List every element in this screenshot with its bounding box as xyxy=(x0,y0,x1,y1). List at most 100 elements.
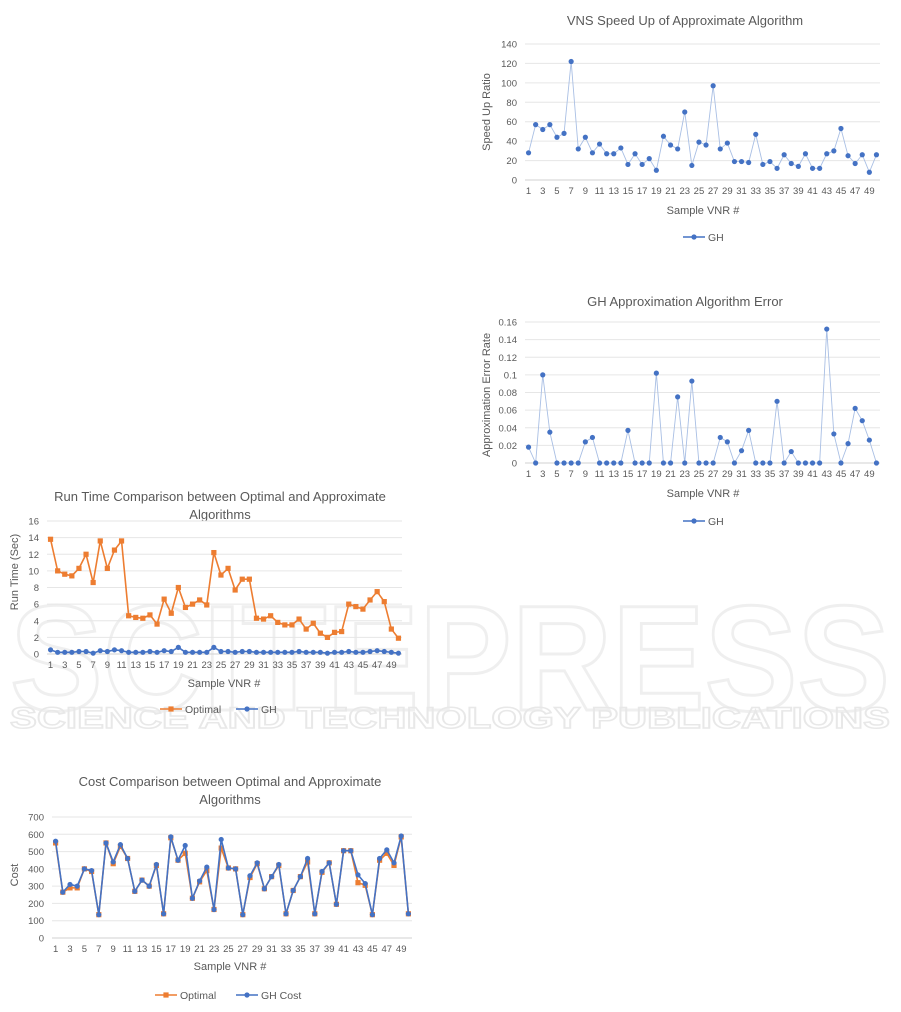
data-point xyxy=(618,145,624,151)
data-point xyxy=(767,460,773,466)
data-point xyxy=(246,576,252,582)
x-tick-label: 45 xyxy=(836,469,847,480)
data-point xyxy=(788,448,794,455)
data-point xyxy=(90,579,96,586)
x-tick-label: 3 xyxy=(67,944,72,955)
data-point xyxy=(795,163,801,169)
data-point xyxy=(197,878,203,884)
x-tick-label: 23 xyxy=(201,660,212,671)
data-point xyxy=(374,589,380,595)
data-point xyxy=(696,139,702,145)
data-point xyxy=(852,160,858,167)
x-tick-label: 7 xyxy=(96,944,101,955)
x-tick-label: 19 xyxy=(651,186,662,197)
data-point xyxy=(83,648,89,655)
data-point xyxy=(81,866,87,872)
x-tick-label: 9 xyxy=(583,469,588,480)
data-point xyxy=(341,848,347,854)
data-point xyxy=(398,833,404,839)
data-point xyxy=(554,460,560,466)
y-tick-label: 16 xyxy=(28,517,39,528)
y-tick-label: 0.12 xyxy=(499,353,518,364)
series-gh xyxy=(47,644,402,656)
data-point xyxy=(140,649,146,655)
data-point xyxy=(103,840,109,846)
x-tick-label: 19 xyxy=(180,944,191,955)
x-tick-label: 33 xyxy=(750,469,761,480)
x-axis-label: Sample VNR # xyxy=(667,488,741,500)
data-point xyxy=(303,649,309,655)
data-point xyxy=(211,644,217,650)
x-tick-label: 5 xyxy=(82,944,87,955)
data-point xyxy=(96,912,102,918)
data-point xyxy=(377,855,383,862)
legend-item: GH xyxy=(236,704,277,716)
data-point xyxy=(339,628,345,635)
data-point xyxy=(646,460,652,466)
data-point xyxy=(326,860,332,866)
data-point xyxy=(289,622,295,628)
data-point xyxy=(802,460,809,466)
legend-marker xyxy=(691,518,697,524)
data-point xyxy=(554,134,560,140)
data-point xyxy=(253,649,260,655)
data-point xyxy=(225,648,231,655)
y-tick-label: 0 xyxy=(34,650,39,661)
data-point xyxy=(388,649,394,655)
y-tick-label: 200 xyxy=(28,899,44,910)
data-point xyxy=(866,437,872,443)
data-point xyxy=(384,847,390,853)
x-tick-label: 1 xyxy=(526,469,531,480)
x-tick-label: 11 xyxy=(117,660,127,671)
x-tick-label: 27 xyxy=(708,186,719,197)
y-tick-label: 0.06 xyxy=(499,406,518,417)
data-point xyxy=(852,405,858,411)
data-point xyxy=(618,460,624,466)
chart-title: VNS Speed Up of Approximate Algorithm xyxy=(567,13,803,28)
x-tick-label: 45 xyxy=(358,660,369,671)
data-point xyxy=(675,146,681,152)
data-point xyxy=(525,444,532,450)
data-point xyxy=(384,850,390,856)
data-point xyxy=(204,602,210,608)
data-point xyxy=(312,911,318,917)
x-tick-label: 29 xyxy=(722,186,733,197)
x-tick-label: 21 xyxy=(665,186,676,197)
chart-title-line1: Cost Comparison between Optimal and Appr… xyxy=(79,774,382,789)
data-point xyxy=(225,865,231,871)
data-point xyxy=(360,649,366,655)
data-point xyxy=(47,647,54,653)
data-point xyxy=(604,460,610,466)
data-point xyxy=(253,615,260,621)
x-tick-label: 25 xyxy=(694,469,705,480)
data-point xyxy=(774,398,780,404)
x-tick-label: 1 xyxy=(53,944,58,955)
data-point xyxy=(859,152,865,158)
data-point xyxy=(689,378,695,384)
data-point xyxy=(317,630,323,636)
data-point xyxy=(333,901,339,907)
x-tick-label: 3 xyxy=(540,469,545,480)
data-point xyxy=(225,565,231,571)
x-axis-label: Sample VNR # xyxy=(188,678,262,690)
data-point xyxy=(218,845,224,851)
x-tick-label: 35 xyxy=(287,660,298,671)
y-tick-label: 120 xyxy=(501,59,517,70)
data-point xyxy=(240,912,246,918)
data-point xyxy=(405,911,411,917)
x-tick-label: 13 xyxy=(137,944,148,955)
x-tick-label: 33 xyxy=(281,944,292,955)
data-point xyxy=(331,649,338,655)
data-point xyxy=(126,649,132,655)
x-tick-label: 21 xyxy=(194,944,205,955)
x-tick-label: 11 xyxy=(595,469,605,480)
x-tick-label: 9 xyxy=(111,944,116,955)
x-tick-label: 31 xyxy=(258,660,269,671)
data-point xyxy=(111,547,118,553)
data-point xyxy=(746,427,752,433)
data-point xyxy=(55,649,61,655)
legend-label: GH Cost xyxy=(261,990,301,1002)
legend: GH xyxy=(683,516,724,528)
data-point xyxy=(168,648,174,655)
legend-item: Optimal xyxy=(160,704,221,716)
